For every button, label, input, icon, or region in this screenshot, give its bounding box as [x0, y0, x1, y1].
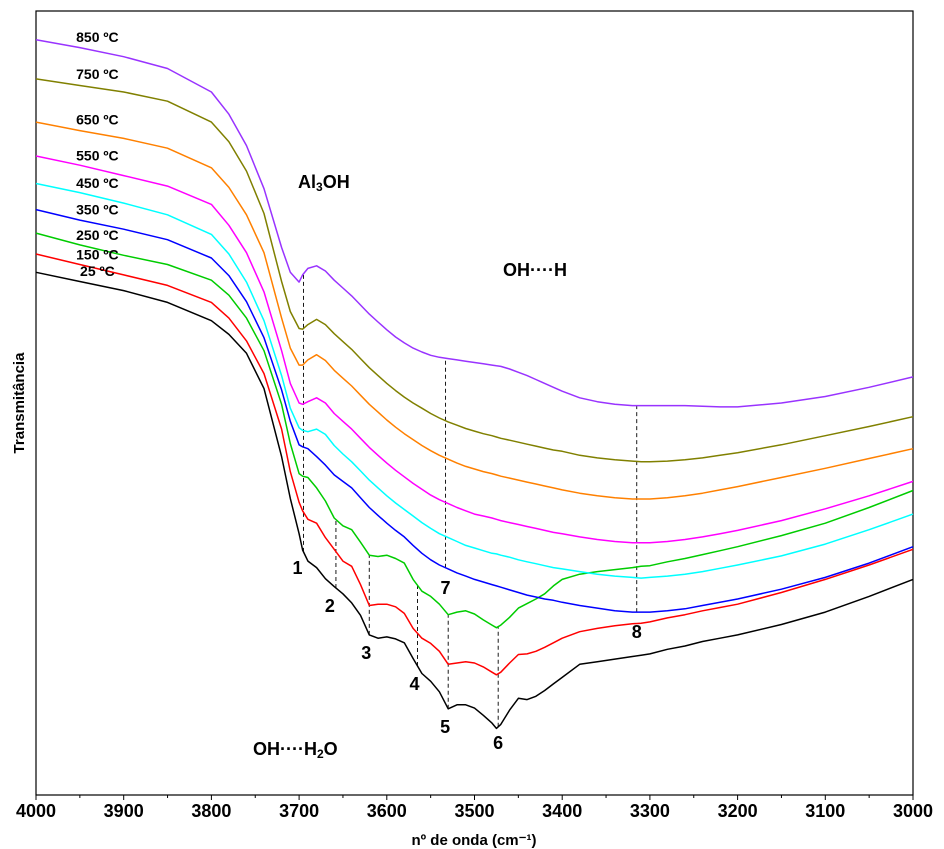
series-line-450c: [35, 182, 914, 579]
annotation-oh-h2o: OH····H2O: [253, 739, 338, 761]
guide-lines: [303, 273, 638, 727]
series-line-25c: [35, 271, 914, 730]
x-tick-label-3500: 3500: [454, 801, 494, 821]
series-label-450c: 450 ºC: [76, 175, 118, 191]
peak-marker-3: 3: [361, 643, 371, 663]
series-label-550c: 550 ºC: [76, 147, 118, 163]
x-tick-label-3000: 3000: [893, 801, 933, 821]
series-group: [35, 38, 914, 730]
peak-marker-7: 7: [441, 578, 451, 598]
annotation-oh-h: OH····H: [503, 260, 567, 280]
x-tick-label-3600: 3600: [367, 801, 407, 821]
series-label-150c: 150 ºC: [76, 247, 118, 263]
x-axis-title: nº de onda (cm⁻¹): [411, 832, 536, 849]
peak-marker-8: 8: [632, 622, 642, 642]
x-tick-label-4000: 4000: [16, 801, 56, 821]
x-tick-label-3300: 3300: [630, 801, 670, 821]
x-tick-label-3700: 3700: [279, 801, 319, 821]
annotation-al3oh: Al3OH: [298, 172, 350, 194]
peak-marker-2: 2: [325, 596, 335, 616]
peak-marker-1: 1: [292, 558, 302, 578]
y-axis-title: Transmitância: [11, 352, 28, 454]
series-line-150c: [35, 253, 914, 676]
series-line-250c: [35, 232, 914, 629]
series-label-650c: 650 ºC: [76, 112, 118, 128]
x-tick-label-3200: 3200: [718, 801, 758, 821]
series-line-850c: [35, 38, 914, 408]
series-line-650c: [35, 121, 914, 500]
series-line-750c: [35, 78, 914, 463]
x-tick-label-3800: 3800: [191, 801, 231, 821]
plot-frame: [35, 10, 914, 796]
annotations: Al3OH OH····H OH····H2O: [253, 172, 567, 761]
peak-marker-5: 5: [440, 717, 450, 737]
peak-marker-4: 4: [409, 674, 419, 694]
x-tick-label-3400: 3400: [542, 801, 582, 821]
series-line-550c: [35, 155, 914, 544]
series-label-25c: 25 ºC: [80, 263, 115, 279]
x-tick-label-3900: 3900: [104, 801, 144, 821]
series-line-350c: [35, 208, 914, 613]
x-tick-label-3100: 3100: [805, 801, 845, 821]
series-label-750c: 750 ºC: [76, 66, 118, 82]
peak-markers: 1 2 3 4 5 6 7 8: [292, 558, 641, 753]
series-label-350c: 350 ºC: [76, 202, 118, 218]
peak-marker-6: 6: [493, 733, 503, 753]
x-axis: 4000 3900 3800 3700 3600 3500 3400 3300 3200 3100…: [16, 795, 933, 821]
series-label-250c: 250 ºC: [76, 227, 118, 243]
series-label-850c: 850 ºC: [76, 29, 118, 45]
